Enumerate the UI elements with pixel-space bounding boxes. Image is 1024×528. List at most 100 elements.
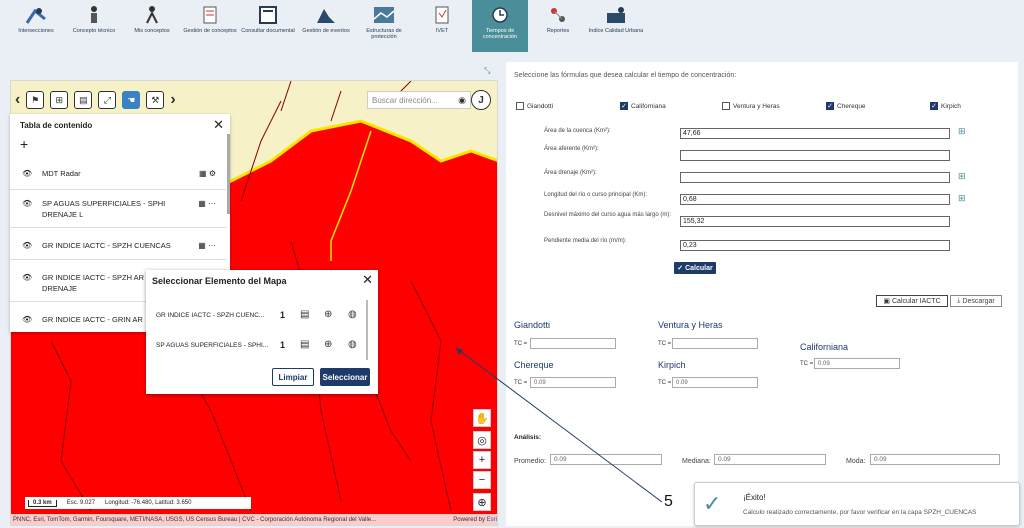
area-aferente-input[interactable]: [680, 150, 950, 161]
eye-icon[interactable]: 👁: [22, 241, 33, 250]
eye-icon[interactable]: 👁: [22, 273, 33, 282]
table-icon[interactable]: ▤: [300, 339, 310, 350]
download-icon: ⤓: [957, 297, 961, 304]
kirpich-tc-field: 0.09: [672, 377, 758, 388]
zoom-to-icon[interactable]: ⊕: [324, 339, 333, 350]
layer-actions-icon[interactable]: ▦ ···: [198, 241, 216, 250]
share-tool-icon[interactable]: ⤢: [98, 91, 117, 109]
scale-bar: 0.3 km Esc. 9.027 Longitud: -76.480, Lat…: [25, 497, 251, 509]
checkbox-kirpich[interactable]: ✓ Kirpich: [930, 102, 961, 110]
toc-close-icon[interactable]: ✕: [213, 117, 224, 132]
layer-item[interactable]: 👁 GR INDICE IACTC - GRIN AR: [22, 315, 143, 324]
pan-hand-icon[interactable]: ✋: [473, 409, 491, 427]
tool-estructuras-proteccion[interactable]: Estructuras de protección: [356, 0, 412, 52]
layer-item[interactable]: 👁 MDT Radar ▦ ⚙: [10, 168, 226, 190]
tool-intersecciones[interactable]: Intersecciones: [8, 0, 64, 52]
tool-reportes[interactable]: Reportes: [530, 0, 586, 52]
hand-tool-icon[interactable]: ☚: [122, 91, 141, 109]
scale-ratio: Esc. 9.027: [66, 500, 96, 506]
checkbox-giandotti[interactable]: Giandotti: [516, 102, 553, 110]
dialog-title: Seleccionar Elemento del Mapa: [152, 276, 287, 286]
concept-management-icon: [199, 5, 221, 25]
search-visibility-icon[interactable]: ◉: [458, 95, 466, 105]
pendiente-input[interactable]: 0,23: [680, 240, 950, 251]
tool-gestion-conceptos[interactable]: Gestión de conceptos: [182, 0, 238, 52]
map-select-icon[interactable]: ⊞: [958, 193, 966, 203]
esri-link[interactable]: Esri: [486, 517, 497, 523]
flag-tool-icon[interactable]: ⚑: [26, 91, 45, 109]
map-select-icon[interactable]: ⊞: [958, 126, 966, 136]
dialog-close-icon[interactable]: ✕: [362, 272, 373, 287]
eye-icon[interactable]: 👁: [22, 199, 33, 208]
zoom-to-icon[interactable]: ⊕: [324, 309, 333, 320]
technical-concept-icon: [83, 5, 105, 25]
user-avatar-button[interactable]: J: [471, 90, 491, 110]
desnivel-input[interactable]: 155,32: [680, 216, 950, 227]
checkbox-californiana[interactable]: ✓ Californiana: [620, 102, 666, 110]
field-label: Longitud del río o curso principal (Km):: [544, 192, 648, 198]
network-tool-icon[interactable]: ⊞: [50, 91, 69, 109]
reports-icon: [547, 5, 569, 25]
event-management-icon: [315, 5, 337, 25]
add-layer-icon[interactable]: +: [20, 136, 29, 152]
checkbox-ventura-heras[interactable]: Ventura y Heras: [722, 102, 780, 110]
globe-icon[interactable]: ◍: [348, 339, 357, 350]
field-label: Desnivel máximo del curso agua más largo…: [544, 212, 672, 218]
list-item[interactable]: SP AGUAS SUPERFICIALES - SPHI... 1 ▤ ⊕ ◍: [156, 339, 357, 350]
calculator-icon: ▣: [883, 298, 890, 305]
californiana-tc-field: 0.09: [814, 358, 900, 369]
eye-icon[interactable]: 👁: [22, 169, 33, 178]
map-select-icon[interactable]: ⊞: [958, 171, 966, 181]
tool-consultar-documental[interactable]: Consultar documental: [240, 0, 296, 52]
kirpich-heading: Kirpich: [658, 360, 686, 370]
success-toast: ✓ ¡Éxito! Calculo realizado correctament…: [694, 482, 1020, 526]
layer-actions-icon[interactable]: ▦ ⚙: [199, 169, 216, 178]
layer-actions-icon[interactable]: ▦ ···: [198, 199, 216, 208]
chevron-left-icon[interactable]: ‹: [15, 91, 21, 108]
print-tool-icon[interactable]: ▤: [74, 91, 93, 109]
mean-field: 0.09: [550, 454, 662, 465]
toast-message: Calculo realizado correctamente, por fav…: [743, 509, 977, 516]
tool-indice-calidad-urbana[interactable]: Indice Calidad Urbana: [588, 0, 644, 52]
area-cuenca-input[interactable]: 47,66: [680, 128, 950, 139]
area-drenaje-input[interactable]: [680, 172, 950, 183]
measure-tool-icon[interactable]: ⚒: [146, 91, 165, 109]
layer-item[interactable]: 👁 GR INDICE IACTC - SPZH CUENCAS ▦ ···: [10, 240, 226, 260]
list-item[interactable]: GR INDICE IACTC - SPZH CUENC... 1 ▤ ⊕ ◍: [156, 309, 357, 320]
clear-button[interactable]: Limpiar: [272, 368, 314, 386]
tool-mis-conceptos[interactable]: Mis conceptos: [124, 0, 180, 52]
checkbox-chereque[interactable]: ✓ Chereque: [826, 102, 866, 110]
longitud-rio-input[interactable]: 0,68: [680, 194, 950, 205]
locate-icon[interactable]: ⊕: [473, 493, 491, 511]
map-toolbar: ‹ ⚑ ⊞ ▤ ⤢ ☚ ⚒ ›: [15, 91, 176, 109]
ivet-icon: [431, 5, 453, 25]
californiana-heading: Californiana: [800, 342, 849, 352]
tool-gestion-eventos[interactable]: Gestión de eventos: [298, 0, 354, 52]
tool-tiempos-concentracion[interactable]: Tiempos de concentración: [472, 0, 528, 52]
zoom-out-button[interactable]: −: [473, 471, 491, 489]
mode-field: 0.09: [870, 454, 1000, 465]
eye-icon[interactable]: 👁: [22, 315, 33, 324]
download-button[interactable]: ⤓ Descargar: [950, 295, 1002, 307]
toc-scrollbar[interactable]: [227, 134, 230, 214]
tool-ivet[interactable]: IVET: [414, 0, 470, 52]
collapse-map-icon[interactable]: ⤡: [484, 66, 491, 75]
median-field: 0.09: [714, 454, 826, 465]
zoom-in-button[interactable]: +: [473, 451, 491, 469]
field-label: Área drenaje (Km²):: [544, 170, 597, 176]
top-toolbar: Intersecciones Concepto técnico Mis conc…: [0, 0, 1024, 56]
calculate-button[interactable]: ✓ Calcular: [674, 262, 716, 274]
calculate-iactc-button[interactable]: ▣ Calcular IACTC: [876, 295, 948, 307]
globe-icon[interactable]: ◍: [348, 309, 357, 320]
dialog-scrollbar[interactable]: [366, 300, 368, 360]
globe-icon[interactable]: ◎: [473, 431, 491, 449]
layer-item[interactable]: 👁 GR INDICE IACTC - SPZH AR DRENAJE: [10, 272, 226, 302]
address-search-input[interactable]: Buscar dirección... ◉: [367, 91, 471, 109]
map-attribution: PNNC, Esri, TomTom, Garmin, Foursquare, …: [11, 514, 497, 525]
protection-structures-icon: [373, 5, 395, 25]
table-icon[interactable]: ▤: [300, 309, 310, 320]
tool-concepto-tecnico[interactable]: Concepto técnico: [66, 0, 122, 52]
chevron-right-icon[interactable]: ›: [170, 91, 176, 108]
select-button[interactable]: Seleccionar: [320, 368, 370, 386]
layer-item[interactable]: 👁 SP AGUAS SUPERFICIALES - SPHI DRENAJE L…: [10, 198, 226, 228]
